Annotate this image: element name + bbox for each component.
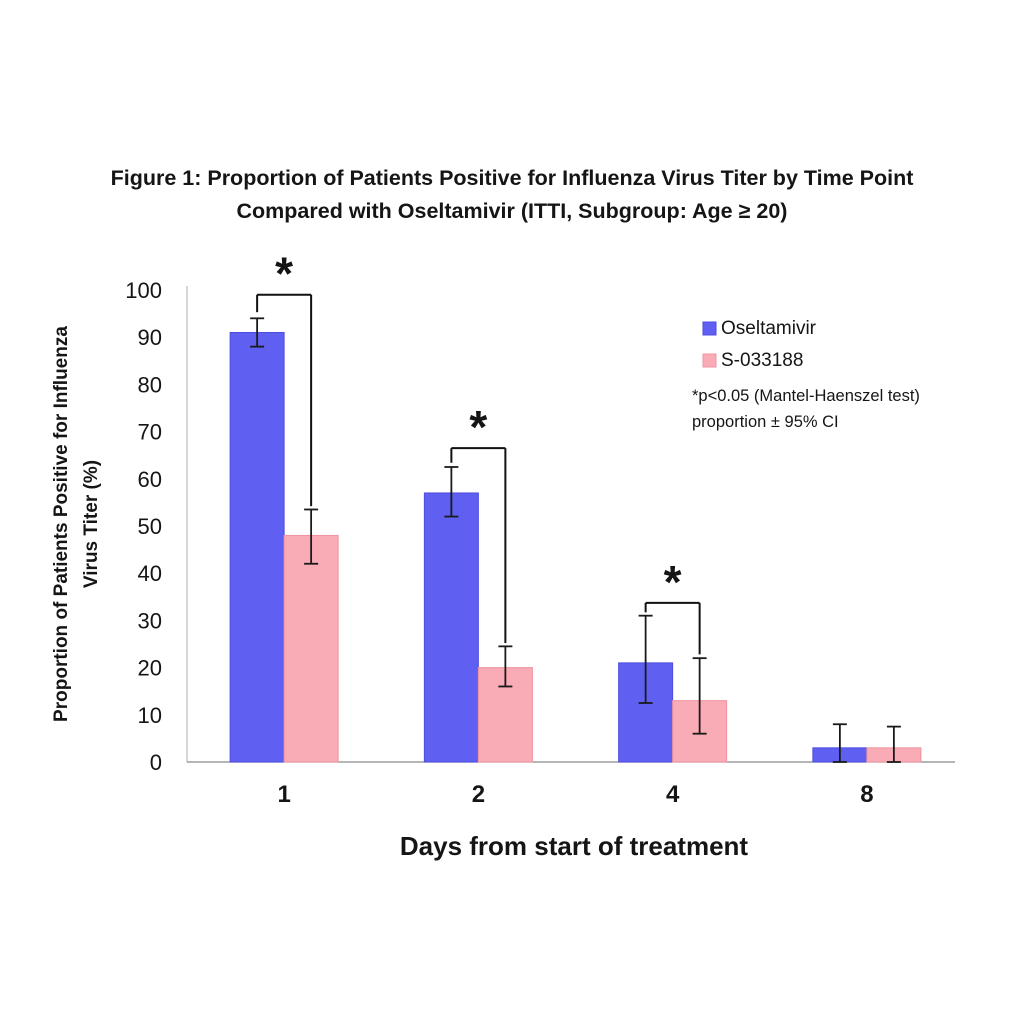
bar-oseltamivir-day-1 xyxy=(229,331,285,763)
legend-label-oseltamivir: Oseltamivir xyxy=(721,318,817,339)
y-axis-title-line2: Virus Titer (%) xyxy=(81,460,102,588)
y-tick-label: 30 xyxy=(138,608,162,633)
x-tick-label: 2 xyxy=(472,781,485,808)
y-axis-title-line1: Proportion of Patients Positive for Infl… xyxy=(51,326,72,722)
y-tick-label: 40 xyxy=(138,561,162,586)
chart-title-line2: Compared with Oseltamivir (ITTI, Subgrou… xyxy=(237,199,788,223)
legend: Oseltamivir S-033188 *p<0.05 (Mantel-Hae… xyxy=(692,318,920,431)
bar-s-033188-day-1 xyxy=(283,534,339,763)
legend-label-s033188: S-033188 xyxy=(721,350,803,371)
y-tick-label: 90 xyxy=(138,325,162,350)
significance-asterisk-day-1: * xyxy=(275,248,293,300)
x-tick-label: 4 xyxy=(666,781,680,808)
y-tick-label: 60 xyxy=(138,467,162,492)
bar-s-033188-day-2 xyxy=(477,667,533,763)
legend-swatch-s033188 xyxy=(702,353,717,368)
significance-asterisk-day-4: * xyxy=(664,556,682,608)
bar-oseltamivir-day-2 xyxy=(423,492,479,763)
legend-swatch-oseltamivir xyxy=(702,321,717,336)
y-tick-label: 80 xyxy=(138,372,162,397)
footnote-ci: proportion ± 95% CI xyxy=(692,413,839,431)
y-tick-label: 100 xyxy=(125,278,162,303)
plot-area: 0 10 20 30 40 50 60 70 80 90 100 1 2 4 8 * * * xyxy=(125,248,955,808)
x-axis-title: Days from start of treatment xyxy=(400,831,749,861)
y-tick-label: 70 xyxy=(138,420,162,445)
x-tick-label: 1 xyxy=(277,781,290,808)
footnote-pvalue: *p<0.05 (Mantel-Haenszel test) xyxy=(692,387,920,405)
x-tick-label: 8 xyxy=(860,781,873,808)
y-tick-label: 0 xyxy=(150,750,162,775)
y-tick-label: 20 xyxy=(138,656,162,681)
y-tick-label: 10 xyxy=(138,703,162,728)
chart-title-line1: Figure 1: Proportion of Patients Positiv… xyxy=(111,166,914,190)
y-tick-label: 50 xyxy=(138,514,162,539)
significance-asterisk-day-2: * xyxy=(469,401,487,453)
